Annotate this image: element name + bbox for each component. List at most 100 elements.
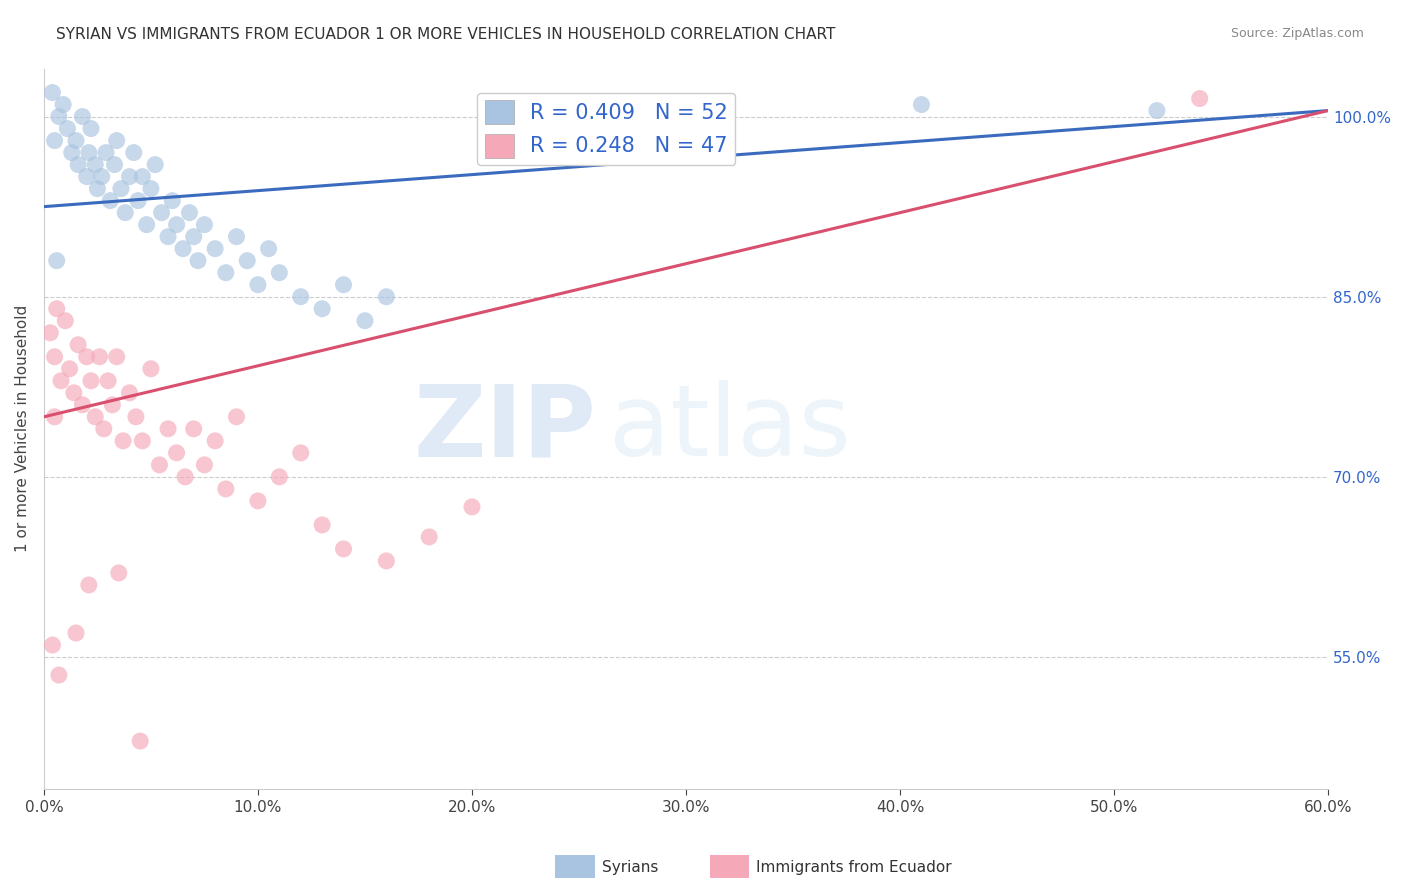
- Point: [257, 242, 280, 256]
- Point: [461, 500, 484, 514]
- Point: [93, 422, 115, 436]
- Point: [183, 229, 205, 244]
- Point: [77, 578, 100, 592]
- Point: [125, 409, 148, 424]
- Point: [48, 110, 70, 124]
- Point: [80, 374, 103, 388]
- Point: [44, 350, 66, 364]
- Point: [65, 134, 87, 148]
- Point: [77, 145, 100, 160]
- Point: [80, 121, 103, 136]
- Point: [72, 398, 94, 412]
- Point: [332, 541, 354, 556]
- Point: [72, 110, 94, 124]
- Point: [122, 145, 145, 160]
- Point: [53, 314, 76, 328]
- Text: Immigrants from Ecuador: Immigrants from Ecuador: [756, 860, 952, 874]
- Point: [45, 301, 67, 316]
- Point: [97, 374, 120, 388]
- Point: [114, 205, 136, 219]
- Point: [1146, 103, 1168, 118]
- Point: [139, 181, 162, 195]
- Point: [204, 434, 226, 448]
- Point: [1188, 91, 1211, 105]
- Point: [157, 229, 180, 244]
- Point: [52, 97, 75, 112]
- Text: atlas: atlas: [609, 380, 851, 477]
- Text: ZIP: ZIP: [413, 380, 596, 477]
- Point: [166, 218, 188, 232]
- Point: [269, 266, 291, 280]
- Point: [58, 361, 80, 376]
- Point: [84, 409, 107, 424]
- Point: [131, 169, 153, 184]
- Point: [150, 205, 173, 219]
- Point: [354, 314, 377, 328]
- Point: [148, 458, 170, 472]
- Point: [101, 398, 124, 412]
- Point: [49, 374, 72, 388]
- Point: [67, 158, 90, 172]
- Y-axis label: 1 or more Vehicles in Household: 1 or more Vehicles in Household: [15, 305, 30, 552]
- Point: [103, 158, 125, 172]
- Point: [60, 145, 83, 160]
- Point: [269, 470, 291, 484]
- Point: [332, 277, 354, 292]
- Point: [131, 434, 153, 448]
- Point: [179, 205, 201, 219]
- Point: [418, 530, 440, 544]
- Point: [41, 86, 63, 100]
- Point: [204, 242, 226, 256]
- Point: [225, 409, 247, 424]
- Point: [193, 218, 215, 232]
- Point: [215, 482, 238, 496]
- Point: [290, 290, 312, 304]
- Point: [41, 638, 63, 652]
- Point: [225, 229, 247, 244]
- Point: [143, 158, 166, 172]
- Point: [94, 145, 117, 160]
- Point: [183, 422, 205, 436]
- Point: [84, 158, 107, 172]
- Text: Source: ZipAtlas.com: Source: ZipAtlas.com: [1230, 27, 1364, 40]
- Point: [45, 253, 67, 268]
- Point: [129, 734, 152, 748]
- Text: SYRIAN VS IMMIGRANTS FROM ECUADOR 1 OR MORE VEHICLES IN HOUSEHOLD CORRELATION CH: SYRIAN VS IMMIGRANTS FROM ECUADOR 1 OR M…: [56, 27, 835, 42]
- Text: Syrians: Syrians: [602, 860, 658, 874]
- Point: [105, 350, 128, 364]
- Point: [118, 385, 141, 400]
- Point: [63, 385, 86, 400]
- Point: [44, 409, 66, 424]
- Point: [90, 169, 112, 184]
- Point: [39, 326, 62, 340]
- Point: [118, 169, 141, 184]
- Point: [174, 470, 197, 484]
- Point: [172, 242, 194, 256]
- Point: [89, 350, 111, 364]
- Point: [107, 566, 129, 580]
- Point: [44, 134, 66, 148]
- Point: [236, 253, 259, 268]
- Legend: R = 0.409   N = 52, R = 0.248   N = 47: R = 0.409 N = 52, R = 0.248 N = 47: [478, 93, 735, 165]
- Point: [127, 194, 149, 208]
- Point: [162, 194, 184, 208]
- Point: [311, 517, 333, 532]
- Point: [139, 361, 162, 376]
- Point: [65, 626, 87, 640]
- Point: [375, 554, 398, 568]
- Point: [56, 121, 79, 136]
- Point: [187, 253, 209, 268]
- Point: [67, 338, 90, 352]
- Point: [86, 181, 108, 195]
- Point: [135, 218, 157, 232]
- Point: [290, 446, 312, 460]
- Point: [215, 266, 238, 280]
- Point: [157, 422, 180, 436]
- Point: [76, 169, 98, 184]
- Point: [76, 350, 98, 364]
- Point: [246, 494, 269, 508]
- Point: [311, 301, 333, 316]
- Point: [110, 181, 132, 195]
- Point: [246, 277, 269, 292]
- Point: [105, 134, 128, 148]
